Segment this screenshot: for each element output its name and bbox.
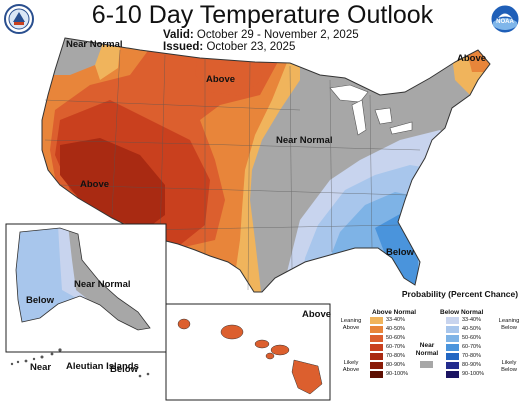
legend-swatch-above-4	[370, 353, 383, 360]
legend-swatch-below-6	[446, 371, 459, 378]
legend-likely-below: Likely Below	[501, 360, 517, 373]
legend-swatch-below-4	[446, 353, 459, 360]
legend-range-above-2: 50-60%	[386, 335, 405, 341]
legend-swatch-above-5	[370, 362, 383, 369]
noaa-logo-icon: NOAA	[490, 4, 520, 34]
conus-outline	[41, 37, 491, 293]
valid-label: Valid:	[163, 29, 194, 41]
legend-range-above-0: 33-40%	[386, 317, 405, 323]
label-aleutian-islands: Aleutian Islands	[66, 361, 139, 372]
legend-range-above-1: 40-50%	[386, 326, 405, 332]
label-ak-near-normal: Near Normal	[74, 279, 131, 290]
hawaii-islands	[177, 318, 323, 395]
legend-range-below-3: 60-70%	[462, 344, 481, 350]
label-ak-below-aleut: Below	[110, 364, 139, 375]
legend-range-below-6: 90-100%	[462, 371, 485, 377]
legend-leaning-below: Leaning Below	[498, 318, 520, 331]
label-near-normal-nw-1: Near Normal	[66, 39, 123, 50]
legend-likely-above: Likely Above	[342, 360, 360, 373]
state-borders	[44, 49, 421, 291]
lake-erie	[389, 121, 413, 135]
legend-range-above-6: 90-100%	[386, 371, 409, 377]
label-ak-below: Below	[26, 295, 55, 306]
legend-swatch-above-1	[370, 326, 383, 333]
legend-range-above-4: 70-80%	[386, 353, 405, 359]
label-near-normal-central: Near Normal	[276, 135, 333, 146]
legend-range-above-3: 60-70%	[386, 344, 405, 350]
valid-value: October 29 - November 2, 2025	[196, 29, 359, 41]
legend-swatch-above-2	[370, 335, 383, 342]
legend-range-below-2: 50-60%	[462, 335, 481, 341]
legend-range-below-1: 40-50%	[462, 326, 481, 332]
legend-below-head: Below Normal	[440, 309, 484, 316]
label-above-ne: Above	[457, 53, 486, 64]
label-above-sw: Above	[80, 179, 109, 190]
legend-swatch-below-5	[446, 362, 459, 369]
label-above-north: Above	[206, 74, 235, 85]
label-ak-near-sw: Near	[30, 362, 51, 373]
legend-range-below-0: 33-40%	[462, 317, 481, 323]
issued-line: Issued: October 23, 2025	[163, 41, 295, 54]
great-lakes	[329, 84, 369, 103]
legend-above-head: Above Normal	[372, 309, 417, 316]
legend-swatch-near-normal	[420, 361, 433, 368]
legend-swatch-below-3	[446, 344, 459, 351]
aleutian-islands	[10, 348, 150, 378]
legend-swatch-below-2	[446, 335, 459, 342]
legend-leaning-above: Leaning Above	[340, 318, 362, 331]
legend-title: Probability (Percent Chance)	[401, 289, 519, 299]
legend-range-above-5: 80-90%	[386, 362, 405, 368]
legend-near-normal-label: Near Normal	[415, 342, 439, 357]
noaa-logo: NOAA	[490, 4, 520, 34]
legend-swatch-above-6	[370, 371, 383, 378]
noaa-logo-text: NOAA	[496, 19, 514, 25]
doc-seal-icon	[4, 4, 34, 34]
legend-swatch-above-0	[370, 317, 383, 324]
label-below-se: Below	[386, 247, 415, 258]
legend-swatch-below-0	[446, 317, 459, 324]
valid-line: Valid: October 29 - November 2, 2025	[163, 29, 359, 42]
legend-swatch-above-3	[370, 344, 383, 351]
issued-label: Issued:	[163, 41, 204, 53]
label-hi-above: Above	[302, 309, 331, 320]
lake-michigan	[351, 99, 367, 136]
issued-value: October 23, 2025	[206, 41, 296, 53]
alaska-outline	[15, 227, 151, 331]
legend-range-below-4: 70-80%	[462, 353, 481, 359]
lake-huron	[374, 107, 393, 125]
page-title: 6-10 Day Temperature Outlook	[91, 1, 434, 29]
legend-range-below-5: 80-90%	[462, 362, 481, 368]
legend-swatch-below-1	[446, 326, 459, 333]
